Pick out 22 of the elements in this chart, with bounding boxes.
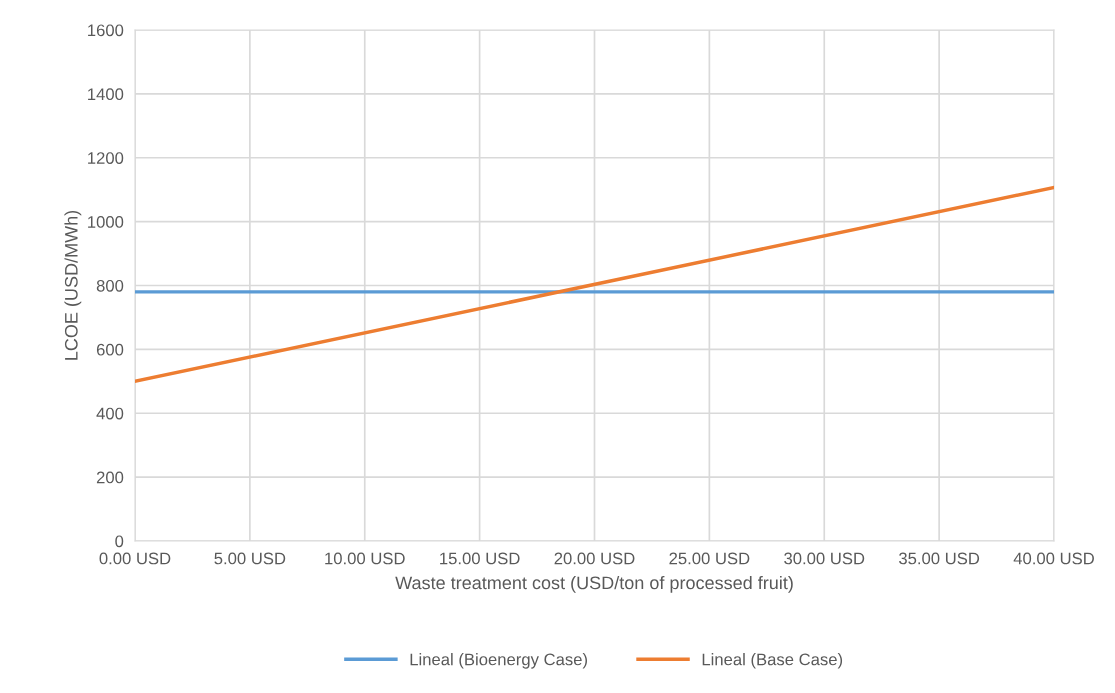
y-tick-label: 800 [96,279,124,292]
y-tick-label: 1200 [88,152,124,164]
y-axis-title: LCOE (USD/MWh) [64,210,82,360]
y-tick-label: 1600 [88,24,124,37]
y-tick-label: 0 [115,535,124,548]
y-tick-label: 600 [96,343,124,356]
legend-label: Lineal (Bioenergy Case) [410,653,588,669]
y-tick-label: 1000 [88,216,124,228]
y-tick-label: 200 [96,471,124,484]
x-tick-label: 15.00 USD [440,552,520,565]
x-tick-label: 10.00 USD [325,552,405,565]
y-tick-label: 400 [96,407,124,420]
x-tick-label: 30.00 USD [784,552,865,565]
x-tick-label: 25.00 USD [669,552,750,565]
x-tick-label: 5.00 USD [214,552,286,565]
legend-label: Lineal (Base Case) [702,653,843,669]
y-tick-label: 1400 [88,88,124,101]
x-tick-label: 35.00 USD [899,552,980,565]
x-tick-label: 40.00 USD [1013,552,1094,565]
x-axis-title: Waste treatment cost (USD/ton of processed fruit) [395,575,793,593]
x-tick-label: 0.00 USD [99,552,171,565]
x-tick-label: 20.00 USD [554,552,635,565]
